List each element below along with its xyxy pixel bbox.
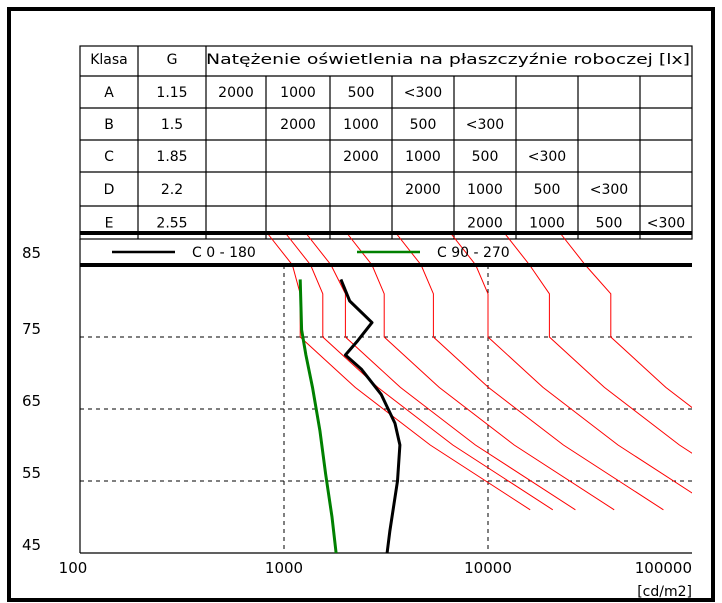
table-cell-klasa: D — [104, 182, 115, 198]
table-cell-illuminance: 2000 — [218, 85, 254, 101]
table-cell-illuminance: 1000 — [529, 216, 565, 232]
y-tick-label: 65 — [22, 392, 41, 410]
table-cell-illuminance: 2000 — [343, 149, 379, 165]
table-cell-g: 1.85 — [156, 149, 187, 165]
table-grid — [80, 46, 692, 239]
y-tick-label: 75 — [22, 320, 41, 338]
table-cell-klasa: E — [105, 216, 114, 232]
table-cell-klasa: A — [104, 85, 114, 101]
table-header-klasa: Klasa — [90, 52, 128, 68]
table-cell-klasa: C — [104, 149, 114, 165]
table-cell-illuminance: 1000 — [343, 117, 379, 133]
table-cell-illuminance: 1000 — [405, 149, 441, 165]
table-cell-illuminance: 500 — [596, 216, 623, 232]
y-tick-labels: 85 75 65 55 45 — [22, 244, 41, 554]
table-header-illuminance: Natężenie oświetlenia na płaszczyźnie ro… — [206, 52, 690, 68]
table-cell-illuminance: 1000 — [280, 85, 316, 101]
series-line — [298, 279, 338, 554]
series — [298, 278, 402, 554]
table-cell-illuminance: 500 — [534, 182, 561, 198]
table-cell-illuminance: 500 — [410, 117, 437, 133]
table-header-g: G — [167, 52, 178, 68]
table-cell-illuminance: 1000 — [467, 182, 503, 198]
legend-label-c0-180: C 0 - 180 — [192, 245, 256, 261]
x-tick-label: 100 — [59, 559, 88, 577]
table-border — [79, 45, 693, 240]
legend-band: C 0 - 180 C 90 - 270 — [80, 231, 692, 267]
classification-table: Klasa G Natężenie oświetlenia na płaszcz… — [79, 45, 693, 240]
y-tick-label: 45 — [22, 536, 41, 554]
table-cell-g: 2.2 — [161, 182, 183, 198]
table-cell-illuminance: <300 — [528, 149, 566, 165]
x-tick-labels: 100 1000 10000 100000 — [59, 559, 692, 577]
table-cell-illuminance: <300 — [404, 85, 442, 101]
table-cell-illuminance: <300 — [647, 216, 685, 232]
table-cell-g: 1.15 — [156, 85, 187, 101]
table-cell-illuminance: <300 — [590, 182, 628, 198]
legend-label-c90-270: C 90 - 270 — [437, 245, 510, 261]
table-cell-g: 2.55 — [156, 216, 187, 232]
table-cell-g: 1.5 — [161, 117, 183, 133]
x-tick-label: 1000 — [265, 559, 303, 577]
x-unit-label: [cd/m2] — [637, 584, 692, 600]
series-line — [339, 278, 402, 554]
table-cell-illuminance: <300 — [466, 117, 504, 133]
table-rows: A 1.15 2000 1000 500 <300 B 1.5 2000 1000 500 <300 C… — [104, 85, 686, 232]
table-cell-illuminance: 2000 — [280, 117, 316, 133]
x-tick-label: 100000 — [635, 559, 692, 577]
table-cell-illuminance: 500 — [472, 149, 499, 165]
table-cell-illuminance: 500 — [348, 85, 375, 101]
x-tick-label: 10000 — [464, 559, 512, 577]
y-tick-label: 85 — [22, 244, 41, 262]
table-cell-illuminance: 2000 — [405, 182, 441, 198]
y-tick-label: 55 — [22, 464, 41, 482]
table-cell-klasa: B — [104, 117, 114, 133]
table-cell-illuminance: 2000 — [467, 216, 503, 232]
